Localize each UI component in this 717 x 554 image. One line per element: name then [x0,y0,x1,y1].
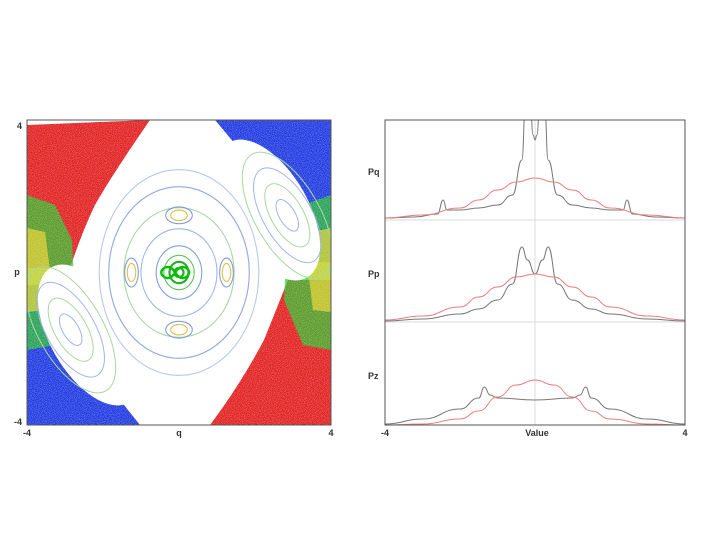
x-axis-label-dist: Value [525,428,549,438]
curve-pz-red [385,379,685,425]
orbit-outer-island-1-0 [27,266,117,394]
orbit-outer-island-1-3 [58,313,83,346]
regular-orbits [27,151,331,394]
curve-pq-red [385,177,685,219]
orbit-outer-island-1-2 [47,297,94,362]
x-tick-right: 4 [328,428,333,438]
orbit-island-1-1 [170,323,188,336]
y-tick-bottom: -4 [14,417,22,427]
orbit-island-0-1 [170,209,188,222]
orbit-island-0-0 [165,206,193,225]
curve-pz-dark [385,386,685,425]
orbit-center-3 [155,245,203,300]
orbit-island-1-0 [165,320,193,339]
x-tick-left-dist: -4 [381,428,389,438]
x-tick-left: -4 [23,428,31,438]
orbit-outer-island-0-0 [241,151,331,279]
orbit-outer-island-0-3 [275,199,300,232]
orbit-center-core [159,265,191,280]
phase-portrait-chart: 4 -4 p -4 4 q [14,119,334,438]
distribution-plot-frame [384,119,686,426]
orbit-center-7 [98,169,260,376]
orbit-center-4 [140,228,218,317]
distribution-chart: Pq Pp Pz -4 4 Value [368,119,688,438]
orbit-island-3-1 [126,262,137,283]
curve-pq-dark [385,120,685,219]
y-axis-label: p [14,267,20,277]
x-tick-right-dist: 4 [682,428,687,438]
curve-pp-red [385,273,685,321]
orbit-center-6 [108,186,250,359]
orbit-center-2 [163,254,195,291]
orbit-outer-island-0-2 [264,183,311,248]
panel-label-pz: Pz [368,371,379,381]
orbit-center-5 [123,207,235,338]
chaotic-sea [27,120,331,425]
orbit-outer-island-1-1 [36,281,105,378]
orbit-island-2-1 [221,262,232,283]
y-tick-top: 4 [17,121,22,131]
panel-label-pp: Pp [368,269,380,279]
orbit-island-2-0 [219,257,234,288]
x-axis-label: q [176,428,182,438]
panel-label-pq: Pq [368,167,380,177]
orbit-island-3-0 [124,257,139,288]
distribution-curves [385,120,685,425]
orbit-outer-island-0-1 [253,167,322,264]
phase-plot-frame [26,119,332,426]
